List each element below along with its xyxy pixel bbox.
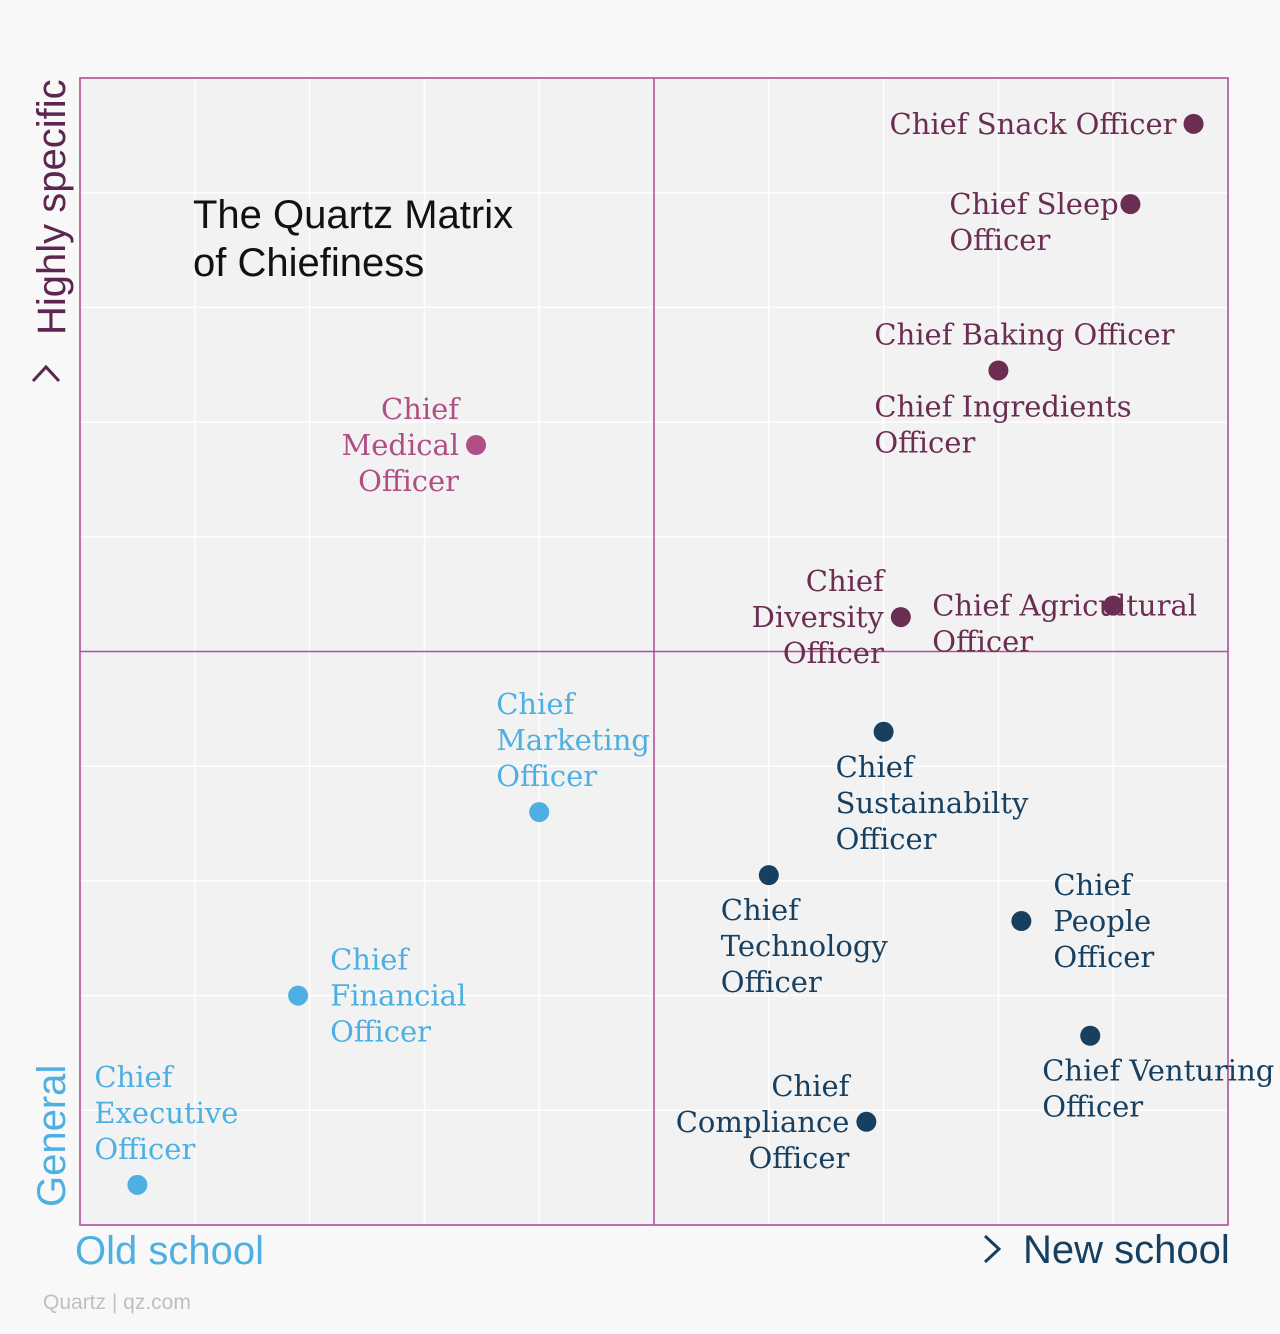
point-chief-agricultural-officer bbox=[1103, 595, 1124, 616]
label-chief-sustainabilty-officer: Chief Sustainabilty Officer bbox=[836, 750, 1029, 856]
y-axis-low-label: General bbox=[30, 1065, 74, 1207]
point-chief-marketing-officer bbox=[529, 802, 550, 823]
label-line: Chief bbox=[1053, 868, 1133, 902]
label-line: Officer bbox=[836, 822, 937, 856]
point-chief-snack-officer bbox=[1183, 113, 1204, 134]
point-chief-sustainabilty-officer bbox=[873, 721, 894, 742]
x-axis-arrowhead bbox=[983, 1234, 1002, 1264]
point-chief-financial-officer bbox=[288, 985, 309, 1006]
source-credit: Quartz | qz.com bbox=[43, 1291, 191, 1314]
label-line: Officer bbox=[932, 625, 1033, 659]
label-line: Officer bbox=[721, 965, 822, 999]
label-chief-compliance-officer: Chief Compliance Officer bbox=[676, 1069, 852, 1175]
label-line: Compliance bbox=[676, 1105, 850, 1139]
label-chief-sleep-officer: Chief Sleep Officer bbox=[949, 187, 1118, 257]
point-chief-executive-officer bbox=[127, 1174, 148, 1195]
point-chief-sleep-officer bbox=[1120, 194, 1141, 215]
label-line: Officer bbox=[94, 1132, 195, 1166]
label-line: Chief Sleep bbox=[949, 187, 1118, 221]
label-chief-snack-officer: Chief Snack Officer bbox=[890, 107, 1177, 141]
label-line: Officer bbox=[874, 425, 975, 459]
label-line: Medical bbox=[342, 428, 460, 462]
label-line: Chief bbox=[330, 943, 410, 977]
label-chief-agricultural-officer: Chief Agricultural Officer bbox=[932, 589, 1197, 659]
label-line: Sustainabilty bbox=[836, 786, 1029, 820]
chart-title-line-2: of Chiefiness bbox=[193, 241, 424, 285]
label-chief-medical-officer: Chief Medical Officer bbox=[342, 392, 462, 498]
label-chief-executive-officer: Chief Executive Officer bbox=[94, 1060, 238, 1166]
label-chief-financial-officer: Chief Financial Officer bbox=[330, 943, 466, 1049]
point-chief-people-officer bbox=[1011, 911, 1032, 932]
label-line: Chief bbox=[806, 564, 886, 598]
label-chief-baking-officer-chief-ingredients-officer: Chief Baking Officer Chief Ingredients Off… bbox=[874, 317, 1174, 459]
plot-frame bbox=[79, 77, 1229, 1226]
point-chief-medical-officer bbox=[466, 435, 487, 456]
y-axis-arrowhead bbox=[31, 364, 61, 383]
label-line: Chief bbox=[721, 893, 801, 927]
label-line: Officer bbox=[1042, 1090, 1143, 1124]
label-line: Chief bbox=[94, 1060, 174, 1094]
label-line: Officer bbox=[496, 759, 597, 793]
label-line: Chief Agricultural bbox=[932, 589, 1197, 623]
label-line: Officer bbox=[783, 636, 884, 670]
point-chief-diversity-officer bbox=[890, 607, 911, 628]
label-line: Diversity bbox=[752, 600, 885, 634]
label-line: Chief bbox=[771, 1069, 851, 1103]
label-line: Officer bbox=[358, 464, 459, 498]
label-line: Technology bbox=[721, 929, 889, 963]
label-line: Officer bbox=[1053, 940, 1154, 974]
label-line: Officer bbox=[748, 1141, 849, 1175]
point-chief-venturing-officer bbox=[1080, 1025, 1101, 1046]
label-line: Chief Venturing bbox=[1042, 1054, 1274, 1088]
point-chief-compliance-officer bbox=[856, 1111, 877, 1132]
label-line: Marketing bbox=[496, 723, 650, 757]
label-line: Chief bbox=[381, 392, 461, 426]
label-line: People bbox=[1053, 904, 1151, 938]
label-chief-people-officer: Chief People Officer bbox=[1053, 868, 1154, 974]
label-line: Chief Ingredients bbox=[874, 389, 1131, 423]
point-chief-technology-officer bbox=[758, 865, 779, 886]
label-line: Officer bbox=[330, 1015, 431, 1049]
chart-title-line-1: The Quartz Matrix bbox=[193, 193, 513, 237]
x-axis-high-label: New school bbox=[1023, 1228, 1230, 1272]
label-chief-technology-officer: Chief Technology Officer bbox=[721, 893, 889, 999]
y-axis-high-label: Highly specific bbox=[30, 79, 74, 335]
point-chief-baking-officer-chief-ingredients-officer bbox=[988, 360, 1009, 381]
label-line: Officer bbox=[949, 223, 1050, 257]
label-line: Chief Snack Officer bbox=[890, 107, 1177, 141]
label-line: Chief Baking Officer bbox=[874, 317, 1174, 351]
label-chief-marketing-officer: Chief Marketing Officer bbox=[496, 687, 650, 793]
label-line: Chief bbox=[496, 687, 576, 721]
label-line: Executive bbox=[94, 1096, 238, 1130]
label-line: Financial bbox=[330, 979, 466, 1013]
label-line: Chief bbox=[836, 750, 916, 784]
label-chief-diversity-officer: Chief Diversity Officer bbox=[752, 564, 886, 670]
x-axis-low-label: Old school bbox=[75, 1229, 264, 1273]
label-chief-venturing-officer: Chief Venturing Officer bbox=[1042, 1054, 1274, 1124]
